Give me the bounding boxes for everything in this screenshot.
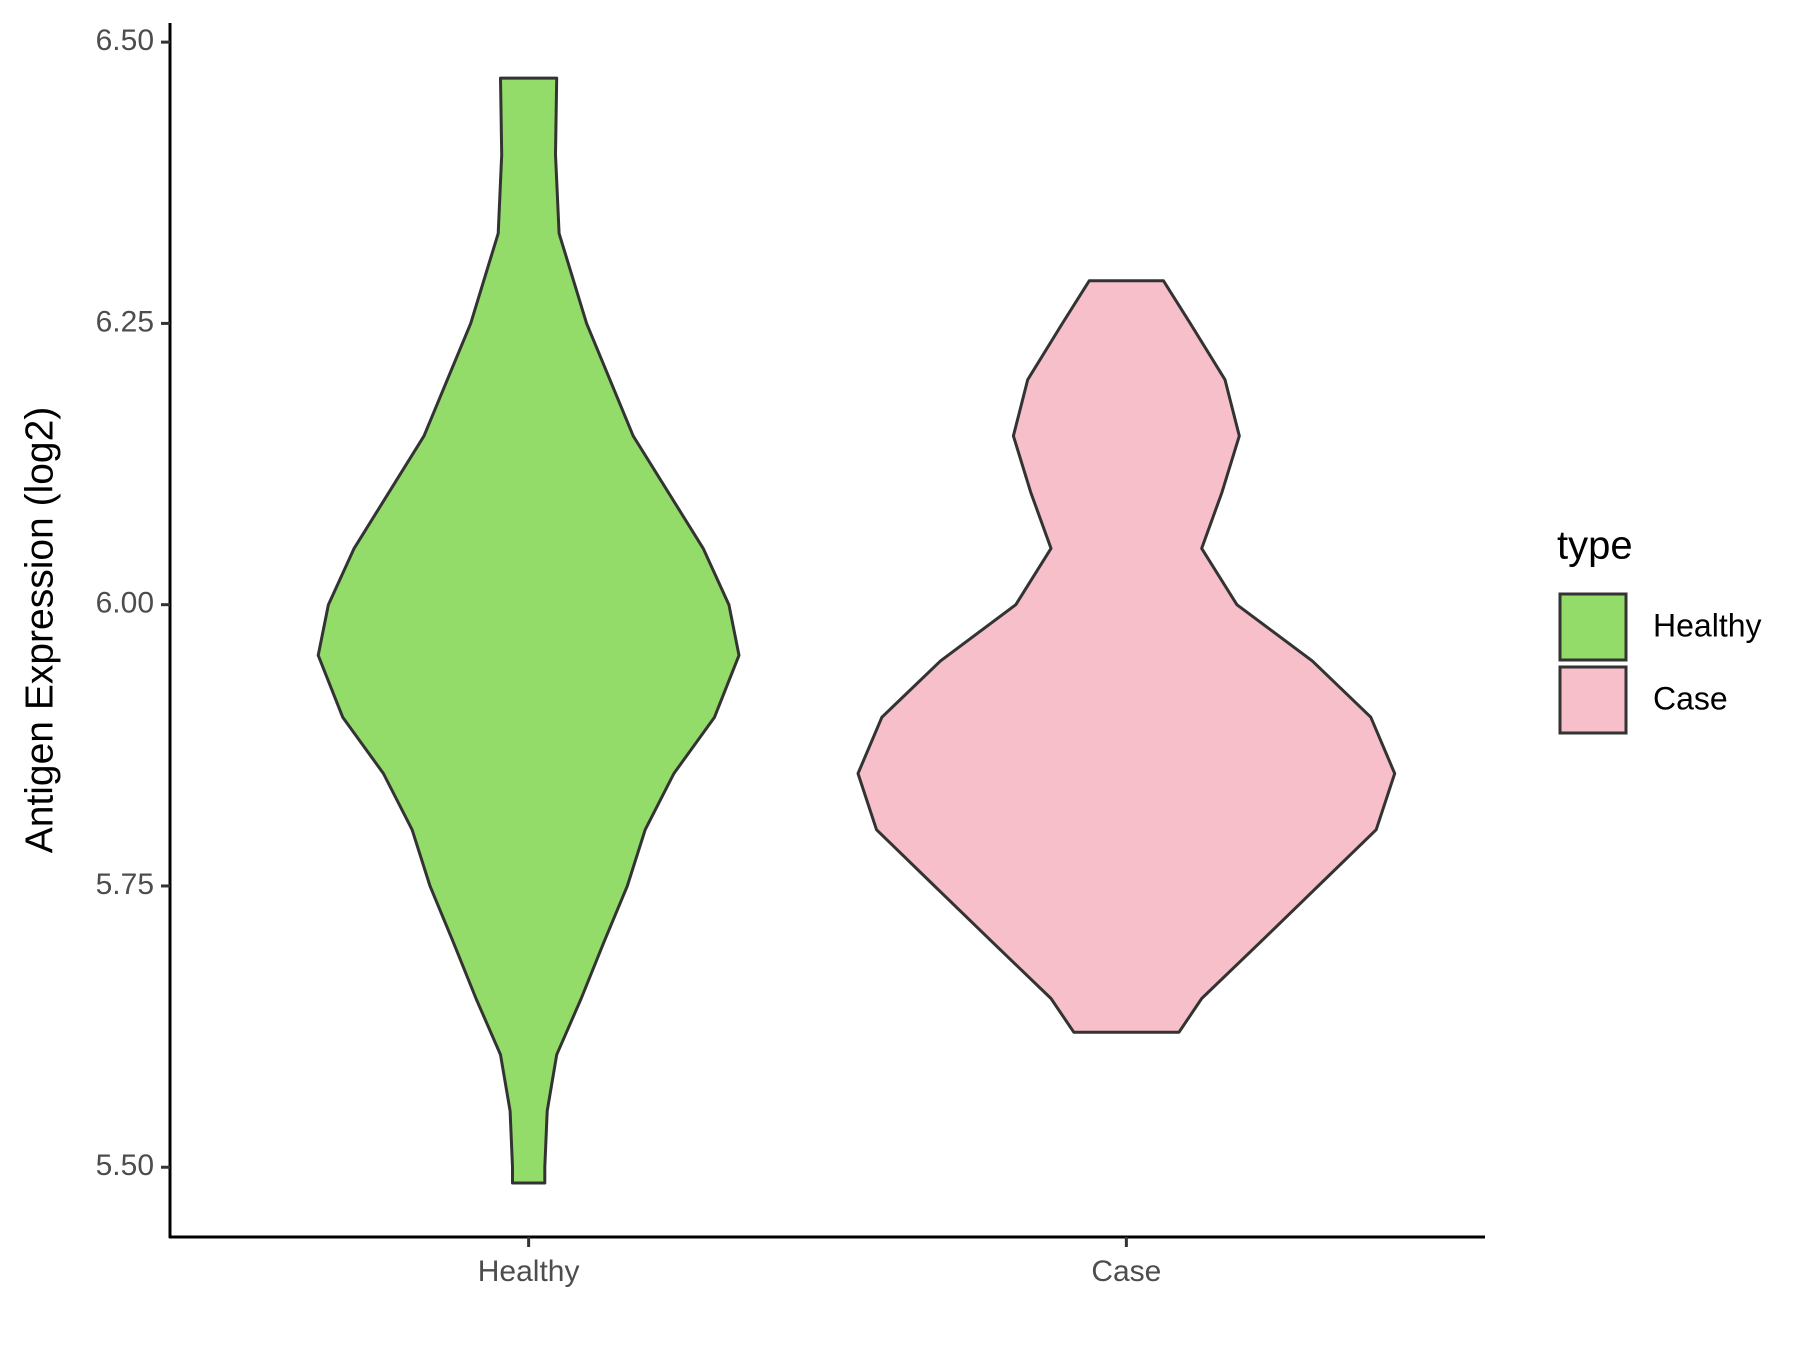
y-axis-label: Antigen Expression (log2): [18, 407, 61, 854]
legend-title: type: [1557, 524, 1633, 568]
y-tick-label: 6.00: [96, 587, 154, 620]
legend-label: Case: [1653, 680, 1728, 716]
legend-key: [1558, 592, 1628, 662]
x-tick-label: Healthy: [478, 1255, 580, 1288]
y-tick-label: 5.50: [96, 1149, 154, 1182]
y-tick-label: 5.75: [96, 868, 154, 901]
y-tick-label: 6.25: [96, 305, 154, 338]
violin: [856, 279, 1397, 1034]
legend-label: Healthy: [1653, 607, 1762, 643]
legend-key: [1558, 665, 1628, 735]
violin: [316, 76, 741, 1185]
x-tick-label: Case: [1091, 1255, 1161, 1288]
y-tick-label: 6.50: [96, 24, 154, 57]
